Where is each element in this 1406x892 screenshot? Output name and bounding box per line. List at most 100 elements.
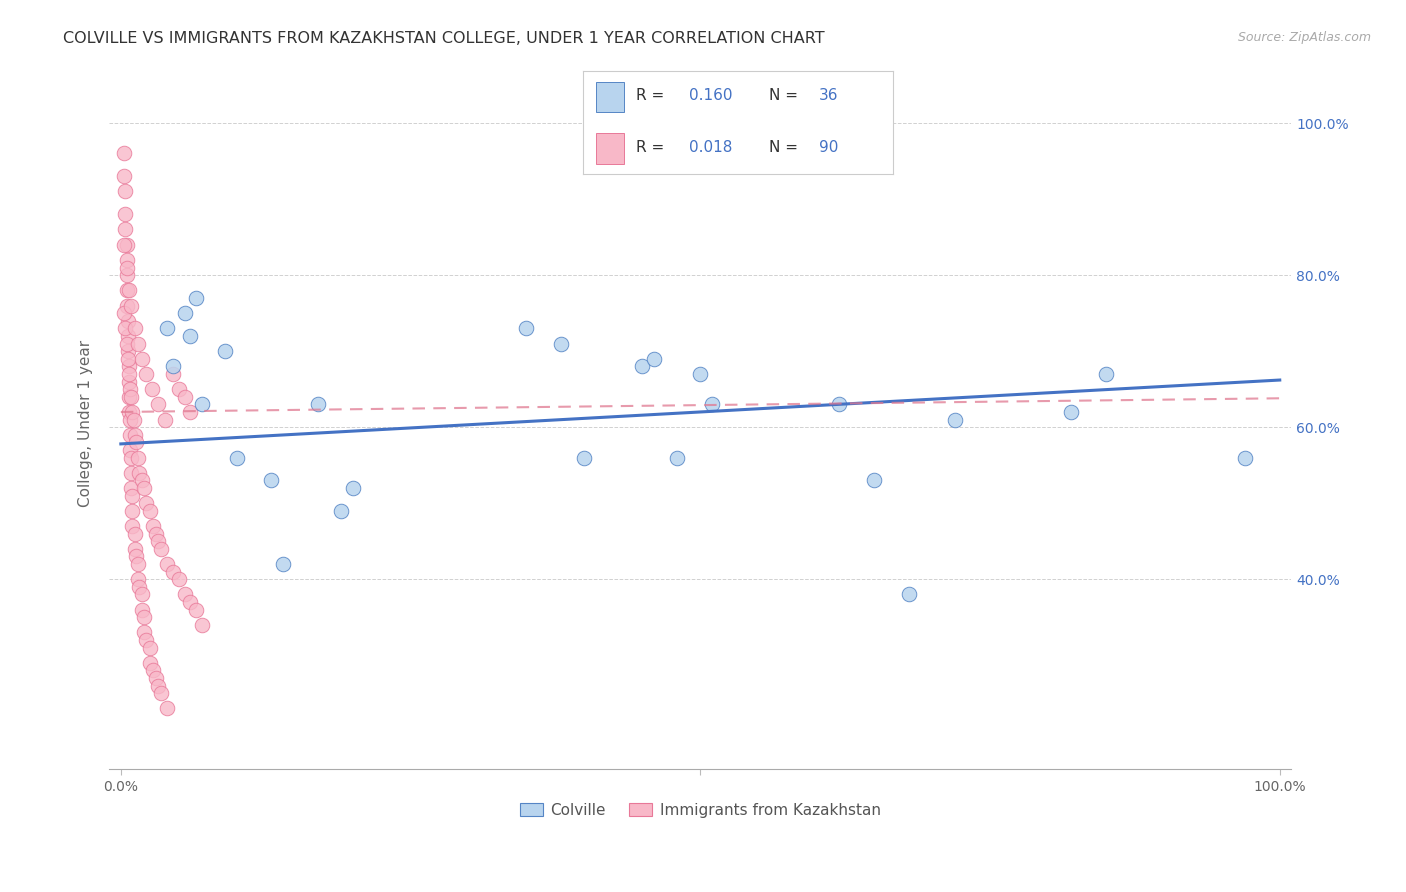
- Point: [117, 314, 139, 328]
- FancyBboxPatch shape: [596, 82, 624, 112]
- Point: [118, 283, 141, 297]
- Point: [114, 185, 136, 199]
- Point: [115, 268, 138, 282]
- Point: [120, 442, 142, 457]
- Point: [121, 519, 143, 533]
- Point: [1233, 450, 1256, 465]
- Point: [118, 359, 141, 374]
- Point: [112, 146, 135, 161]
- Point: [114, 321, 136, 335]
- Point: [115, 252, 138, 267]
- Text: N =: N =: [769, 88, 803, 103]
- Point: [127, 572, 149, 586]
- Point: [550, 336, 572, 351]
- Point: [271, 557, 294, 571]
- Point: [120, 450, 142, 465]
- Point: [127, 336, 149, 351]
- Text: R =: R =: [636, 88, 669, 103]
- Point: [125, 435, 148, 450]
- Text: 90: 90: [818, 140, 838, 155]
- Point: [112, 237, 135, 252]
- Point: [863, 474, 886, 488]
- Point: [145, 671, 167, 685]
- Point: [186, 291, 208, 305]
- Point: [128, 466, 150, 480]
- Text: R =: R =: [636, 140, 669, 155]
- Point: [897, 587, 920, 601]
- Point: [135, 633, 157, 648]
- Point: [156, 701, 179, 715]
- Point: [173, 306, 195, 320]
- Point: [120, 412, 142, 426]
- Point: [173, 587, 195, 601]
- Point: [141, 382, 163, 396]
- Point: [139, 640, 162, 655]
- Point: [173, 390, 195, 404]
- Point: [124, 526, 146, 541]
- Text: COLVILLE VS IMMIGRANTS FROM KAZAKHSTAN COLLEGE, UNDER 1 YEAR CORRELATION CHART: COLVILLE VS IMMIGRANTS FROM KAZAKHSTAN C…: [63, 31, 825, 46]
- Text: Source: ZipAtlas.com: Source: ZipAtlas.com: [1237, 31, 1371, 45]
- Point: [135, 496, 157, 510]
- Point: [120, 427, 142, 442]
- Point: [214, 344, 236, 359]
- Point: [139, 504, 162, 518]
- Point: [574, 450, 596, 465]
- Point: [689, 367, 711, 381]
- Point: [307, 397, 329, 411]
- Point: [225, 450, 247, 465]
- Point: [631, 359, 654, 374]
- Point: [115, 336, 138, 351]
- Point: [128, 580, 150, 594]
- Point: [120, 481, 142, 495]
- Point: [191, 618, 214, 632]
- Point: [115, 283, 138, 297]
- Point: [179, 405, 201, 419]
- FancyBboxPatch shape: [596, 133, 624, 163]
- Point: [146, 534, 169, 549]
- Point: [330, 504, 353, 518]
- Point: [132, 610, 155, 624]
- Point: [1060, 405, 1083, 419]
- Point: [121, 405, 143, 419]
- Point: [828, 397, 851, 411]
- Text: 0.160: 0.160: [689, 88, 733, 103]
- Point: [142, 519, 165, 533]
- Point: [186, 602, 208, 616]
- Point: [515, 321, 537, 335]
- Point: [120, 466, 142, 480]
- Point: [167, 382, 190, 396]
- Point: [643, 351, 665, 366]
- Point: [162, 367, 184, 381]
- Point: [114, 222, 136, 236]
- Point: [118, 367, 141, 381]
- Point: [124, 541, 146, 556]
- Point: [142, 664, 165, 678]
- Point: [117, 329, 139, 343]
- Point: [120, 390, 142, 404]
- Point: [117, 344, 139, 359]
- Point: [191, 397, 214, 411]
- Point: [112, 306, 135, 320]
- Text: 36: 36: [818, 88, 838, 103]
- Point: [115, 237, 138, 252]
- Point: [125, 549, 148, 564]
- Point: [146, 397, 169, 411]
- Point: [114, 207, 136, 221]
- Point: [179, 329, 201, 343]
- Point: [115, 299, 138, 313]
- Point: [120, 861, 142, 875]
- Point: [162, 565, 184, 579]
- Point: [156, 321, 179, 335]
- Point: [1095, 367, 1118, 381]
- Text: 0.018: 0.018: [689, 140, 733, 155]
- Point: [342, 481, 364, 495]
- Point: [117, 351, 139, 366]
- Point: [146, 679, 169, 693]
- Point: [131, 351, 153, 366]
- Point: [120, 382, 142, 396]
- Point: [179, 595, 201, 609]
- Y-axis label: College, Under 1 year: College, Under 1 year: [79, 340, 93, 507]
- Point: [260, 474, 283, 488]
- Point: [145, 526, 167, 541]
- Point: [139, 656, 162, 670]
